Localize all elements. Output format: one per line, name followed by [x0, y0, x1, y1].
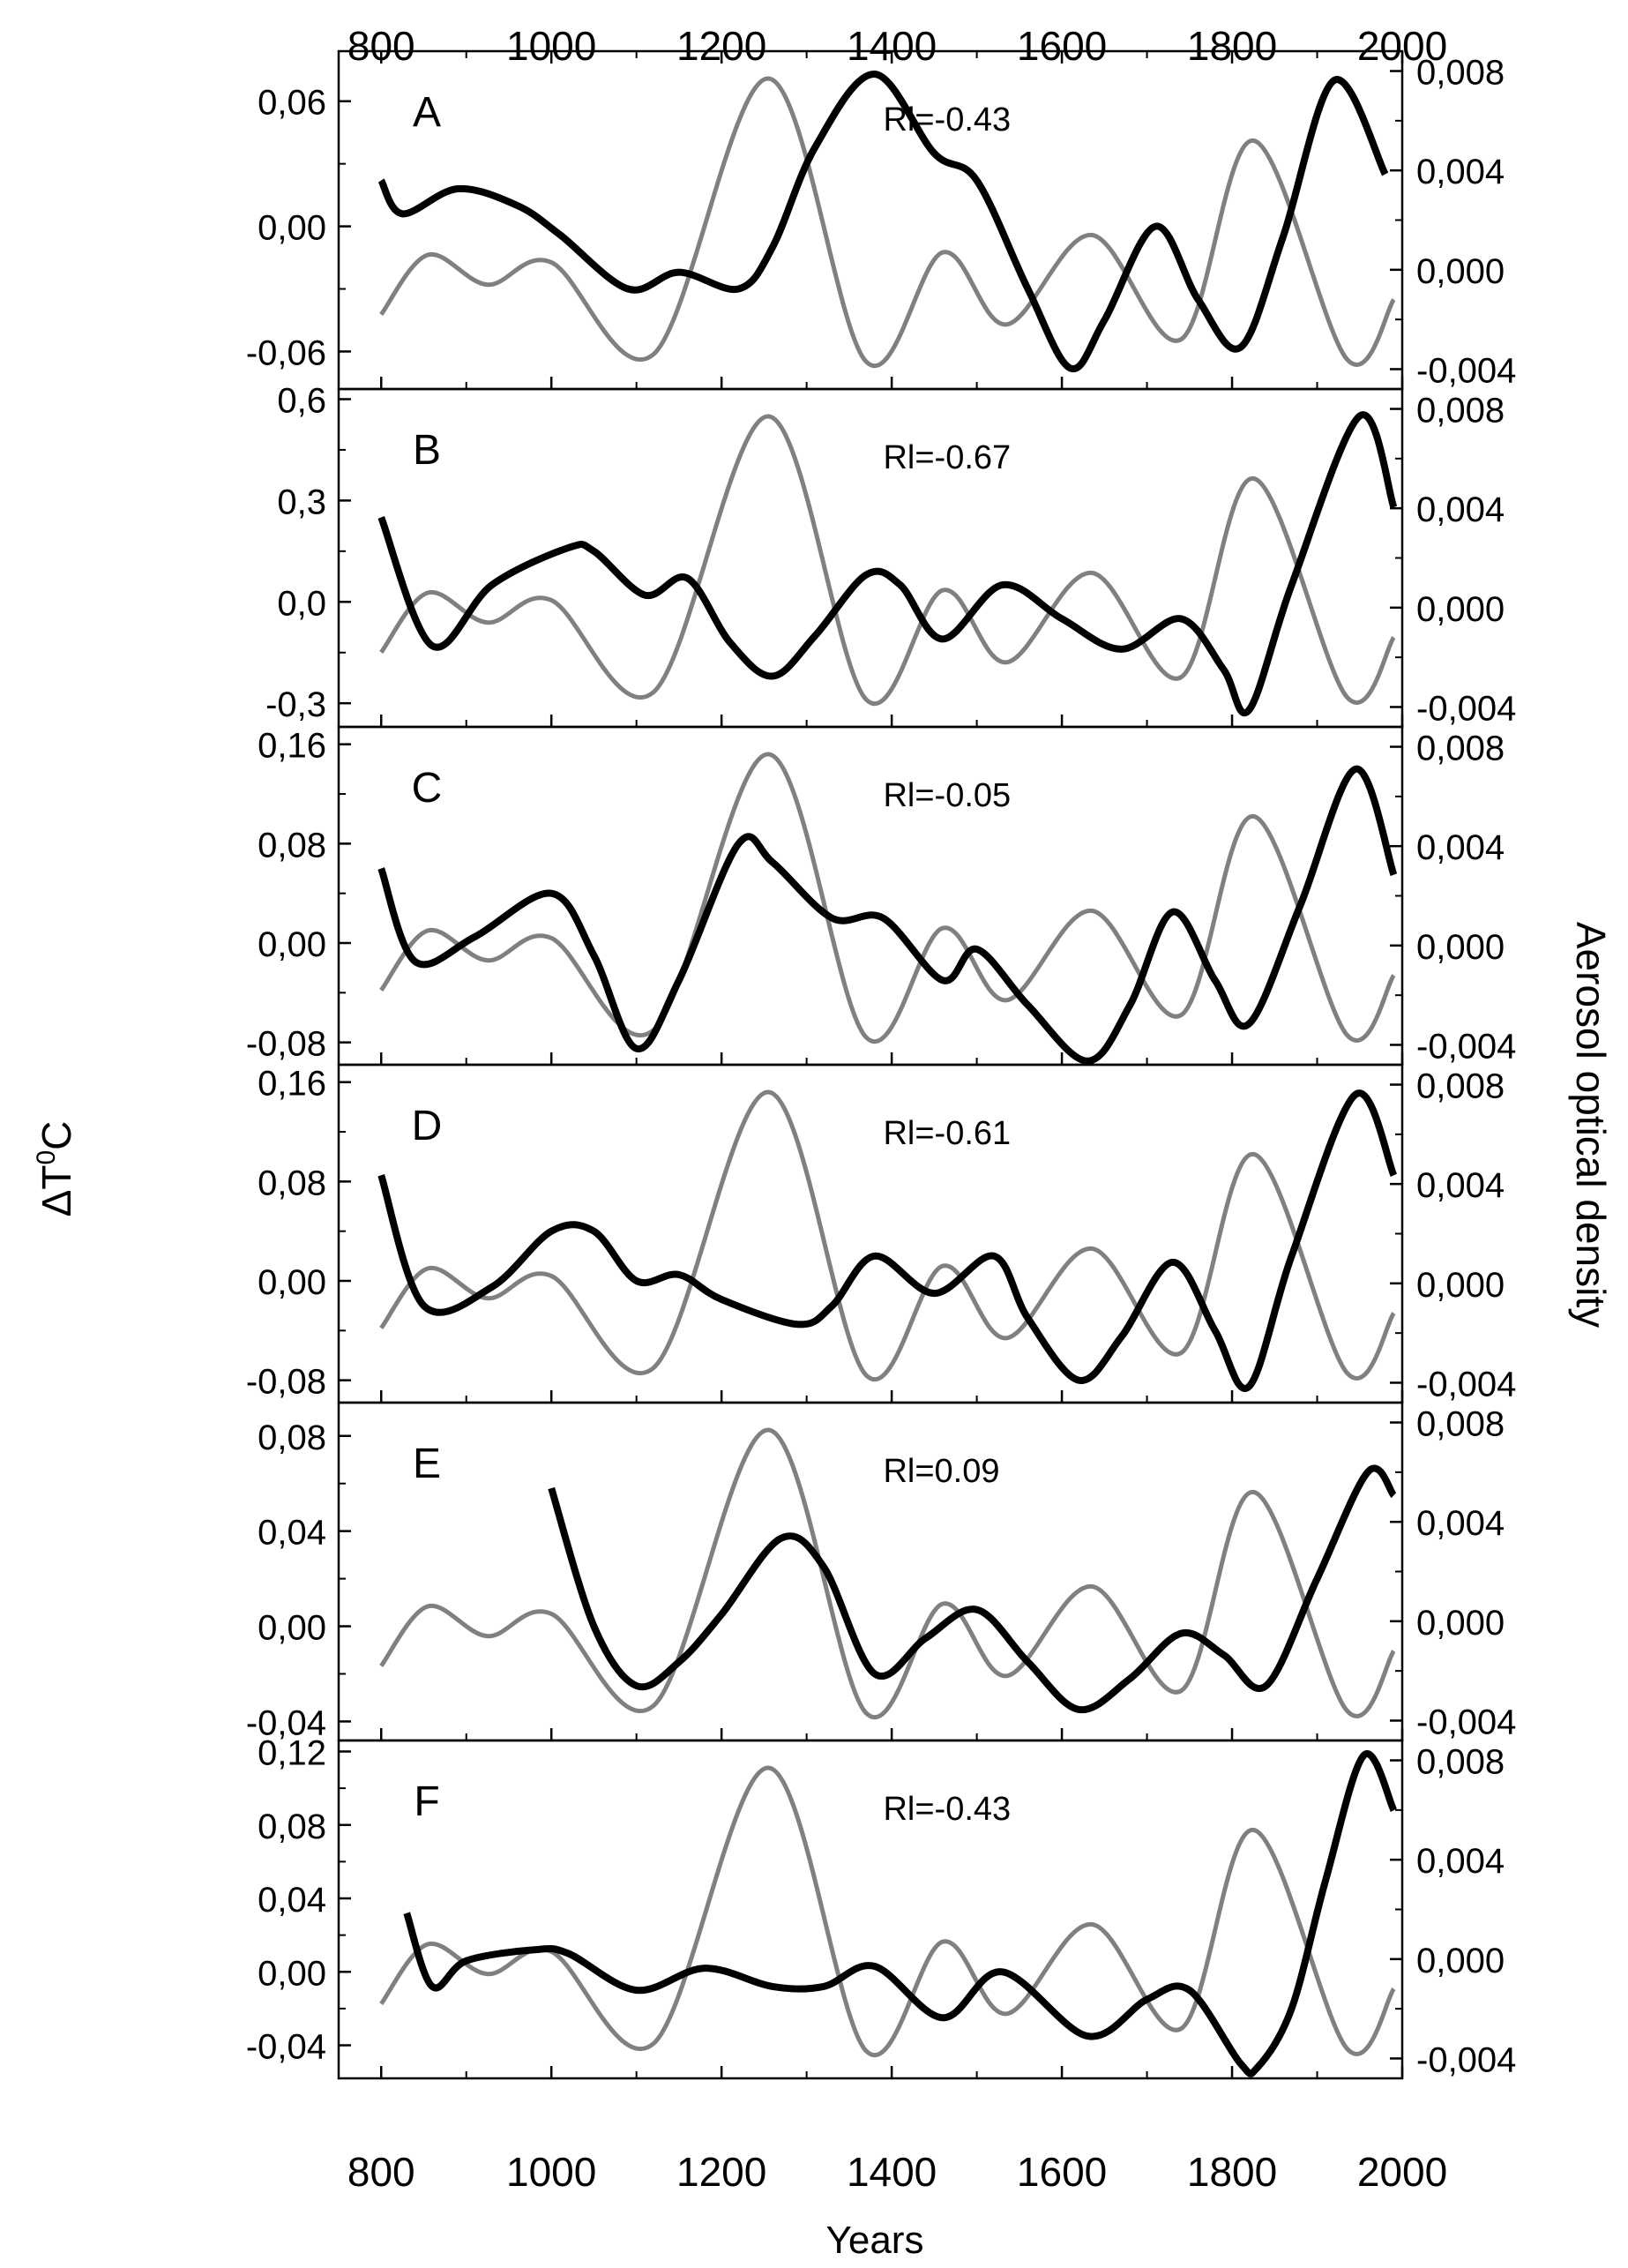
- x-tick-label-bottom: 1800: [1187, 2149, 1277, 2195]
- left-tick-label: 0,00: [258, 209, 326, 248]
- correlation-label: Rl=-0.05: [883, 777, 1011, 814]
- right-tick-label: 0,000: [1416, 1266, 1505, 1305]
- temperature-series-line: [377, 765, 1398, 1065]
- x-tick-label-bottom: 2000: [1357, 2149, 1447, 2195]
- left-tick-label: 0,16: [258, 727, 326, 766]
- aerosol-series-line: [379, 76, 1396, 368]
- left-tick-label: -0,08: [246, 1025, 326, 1064]
- panel-frame: [337, 387, 1404, 729]
- right-tick-label: 0,000: [1416, 928, 1505, 967]
- temperature-series-line: [377, 1089, 1398, 1392]
- left-tick-label: 0,00: [258, 1263, 326, 1302]
- aerosol-series-line: [379, 414, 1396, 706]
- left-tick-label: -0,08: [246, 1363, 326, 1402]
- left-tick-label: 0,04: [258, 1514, 326, 1553]
- panel-label: E: [413, 1441, 441, 1487]
- left-tick-label: 0,0: [277, 584, 326, 623]
- right-tick-label: 0,004: [1416, 490, 1505, 529]
- right-tick-label: 0,000: [1416, 252, 1505, 291]
- correlation-label: Rl=-0.61: [883, 1115, 1011, 1152]
- right-tick-label: 0,008: [1416, 1405, 1505, 1444]
- right-tick-label: -0,004: [1416, 1365, 1516, 1403]
- panel-f: 0,12 0,08 0,04 0,00 -0,04 0,008 0,004 0,000 -0,0…: [246, 1733, 1517, 2079]
- right-tick-label: -0,004: [1416, 1703, 1516, 1741]
- left-tick-label: -0,04: [246, 2028, 326, 2067]
- temperature-series-line: [377, 71, 1389, 372]
- panel-e: 0,08 0,04 0,00 -0,04 0,008 0,004 0,000 -0,004 E R…: [246, 1401, 1516, 1742]
- left-tick-label: 0,08: [258, 1418, 326, 1457]
- right-tick-label: 0,004: [1416, 1842, 1505, 1881]
- left-tick-label: 0,12: [258, 1733, 326, 1772]
- panel-b: 0,6 0,3 0,0 -0,3 0,008 0,004 0,000 -0,004 B Rl=-0…: [265, 381, 1516, 728]
- left-tick-label: -0,3: [265, 685, 326, 724]
- aerosol-series-line: [379, 1089, 1396, 1381]
- left-tick-label: 0,00: [258, 1609, 326, 1648]
- x-axis-title: Years: [826, 2219, 924, 2262]
- correlation-label: Rl=-0.43: [883, 101, 1011, 138]
- panel-label: D: [412, 1103, 443, 1149]
- left-tick-label: 0,08: [258, 1808, 326, 1846]
- x-tick-label-bottom: 800: [347, 2149, 415, 2195]
- right-tick-label: -0,004: [1416, 689, 1516, 728]
- x-tick-label-bottom: 1200: [676, 2149, 766, 2195]
- right-tick-label: -0,004: [1416, 2040, 1516, 2079]
- temperature-series-line: [548, 1464, 1397, 1714]
- right-tick-label: 0,000: [1416, 1604, 1505, 1643]
- right-tick-label: 0,008: [1416, 730, 1505, 768]
- right-tick-label: 0,004: [1416, 1166, 1505, 1205]
- aerosol-series-line: [379, 1427, 1396, 1719]
- left-tick-label: -0,04: [246, 1703, 326, 1742]
- panel-d: 0,16 0,08 0,00 -0,08 0,008 0,004 0,000 -0,004 D R…: [246, 1063, 1516, 1404]
- correlation-label: Rl=-0.43: [883, 1791, 1011, 1828]
- panel-frame: [337, 49, 1404, 391]
- temperature-series-line: [377, 411, 1398, 716]
- right-tick-label: 0,008: [1416, 1067, 1505, 1106]
- y-axis-left-title: ΔT0C: [32, 1121, 79, 1217]
- left-tick-label: 0,00: [258, 1954, 326, 1993]
- left-tick-label: 0,00: [258, 925, 326, 964]
- left-tick-label: 0,16: [258, 1065, 326, 1104]
- correlation-label: Rl=-0.67: [883, 439, 1011, 476]
- left-tick-label: 0,08: [258, 1164, 326, 1202]
- panel-a: 0,06 0,00 -0,06 0,008 0,004 0,000 -0,004 A Rl=-0…: [246, 49, 1516, 391]
- panel-frame: [337, 1401, 1404, 1742]
- aerosol-series-line: [379, 752, 1396, 1044]
- right-tick-label: 0,004: [1416, 828, 1505, 867]
- right-tick-label: 0,000: [1416, 1942, 1505, 1980]
- panel-label: F: [414, 1778, 439, 1825]
- panel-frame: [337, 725, 1404, 1067]
- left-tick-label: 0,06: [258, 84, 326, 123]
- x-tick-label-bottom: 1400: [847, 2149, 937, 2195]
- right-tick-label: -0,004: [1416, 351, 1516, 390]
- panel-label: B: [413, 427, 441, 474]
- temperature-series-line: [403, 1749, 1398, 2077]
- panel-frame: [337, 1739, 1404, 2080]
- right-tick-label: 0,008: [1416, 1743, 1505, 1782]
- x-tick-label-bottom: 1000: [506, 2149, 596, 2195]
- left-tick-label: 0,08: [258, 826, 326, 865]
- right-tick-label: -0,004: [1416, 1027, 1516, 1066]
- right-tick-label: 0,004: [1416, 1504, 1505, 1543]
- right-tick-label: 0,000: [1416, 590, 1505, 629]
- right-tick-label: 0,008: [1416, 54, 1505, 93]
- left-tick-label: 0,6: [277, 381, 326, 420]
- panel-c: 0,16 0,08 0,00 -0,08 0,008 0,004 0,000 -0,004 C R…: [246, 725, 1516, 1067]
- panel-label: C: [412, 765, 443, 812]
- panel-frame: [337, 1063, 1404, 1404]
- panel-label: A: [413, 89, 441, 136]
- left-tick-label: -0,06: [246, 333, 326, 372]
- left-tick-label: 0,3: [277, 483, 326, 521]
- x-tick-label-bottom: 1600: [1017, 2149, 1107, 2195]
- left-tick-label: 0,04: [258, 1881, 326, 1920]
- right-tick-label: 0,004: [1416, 153, 1505, 191]
- correlation-label: Rl=0.09: [883, 1453, 999, 1490]
- right-tick-label: 0,008: [1416, 392, 1505, 430]
- y-axis-right-title: Aerosol optical density: [1568, 922, 1614, 1328]
